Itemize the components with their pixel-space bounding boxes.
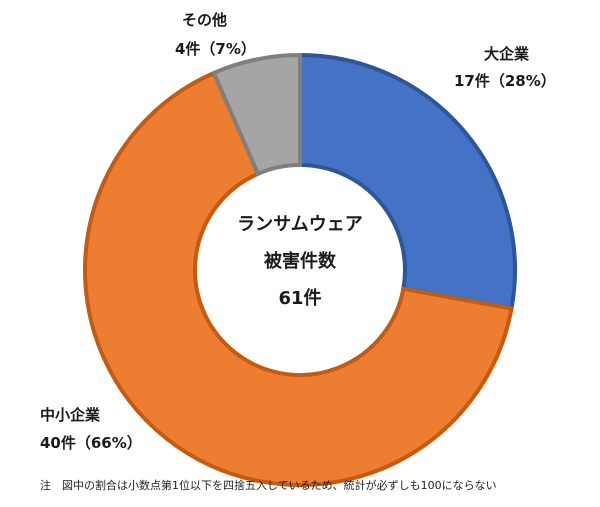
label-sme-value: 40件（66%）: [40, 434, 142, 452]
slice-other: [211, 52, 302, 177]
slices-group: [83, 52, 517, 487]
label-large-enterprise-value: 17件（28%）: [454, 72, 556, 90]
slice-large-enterprise: [298, 52, 517, 311]
center-total: 61件: [278, 288, 322, 309]
slice-sme: [83, 70, 514, 487]
label-other-name: その他: [182, 11, 228, 29]
label-large-enterprise-name: 大企業: [484, 45, 530, 63]
label-sme-name: 中小企業: [40, 406, 101, 424]
footnote: 注 図中の割合は小数点第1位以下を四捨五入しているため、統計が必ずしも100にな…: [40, 479, 497, 492]
center-subtitle: 被害件数: [264, 251, 336, 272]
center-title: ランサムウェア: [237, 214, 363, 235]
label-other-value: 4件（7%）: [175, 40, 256, 58]
